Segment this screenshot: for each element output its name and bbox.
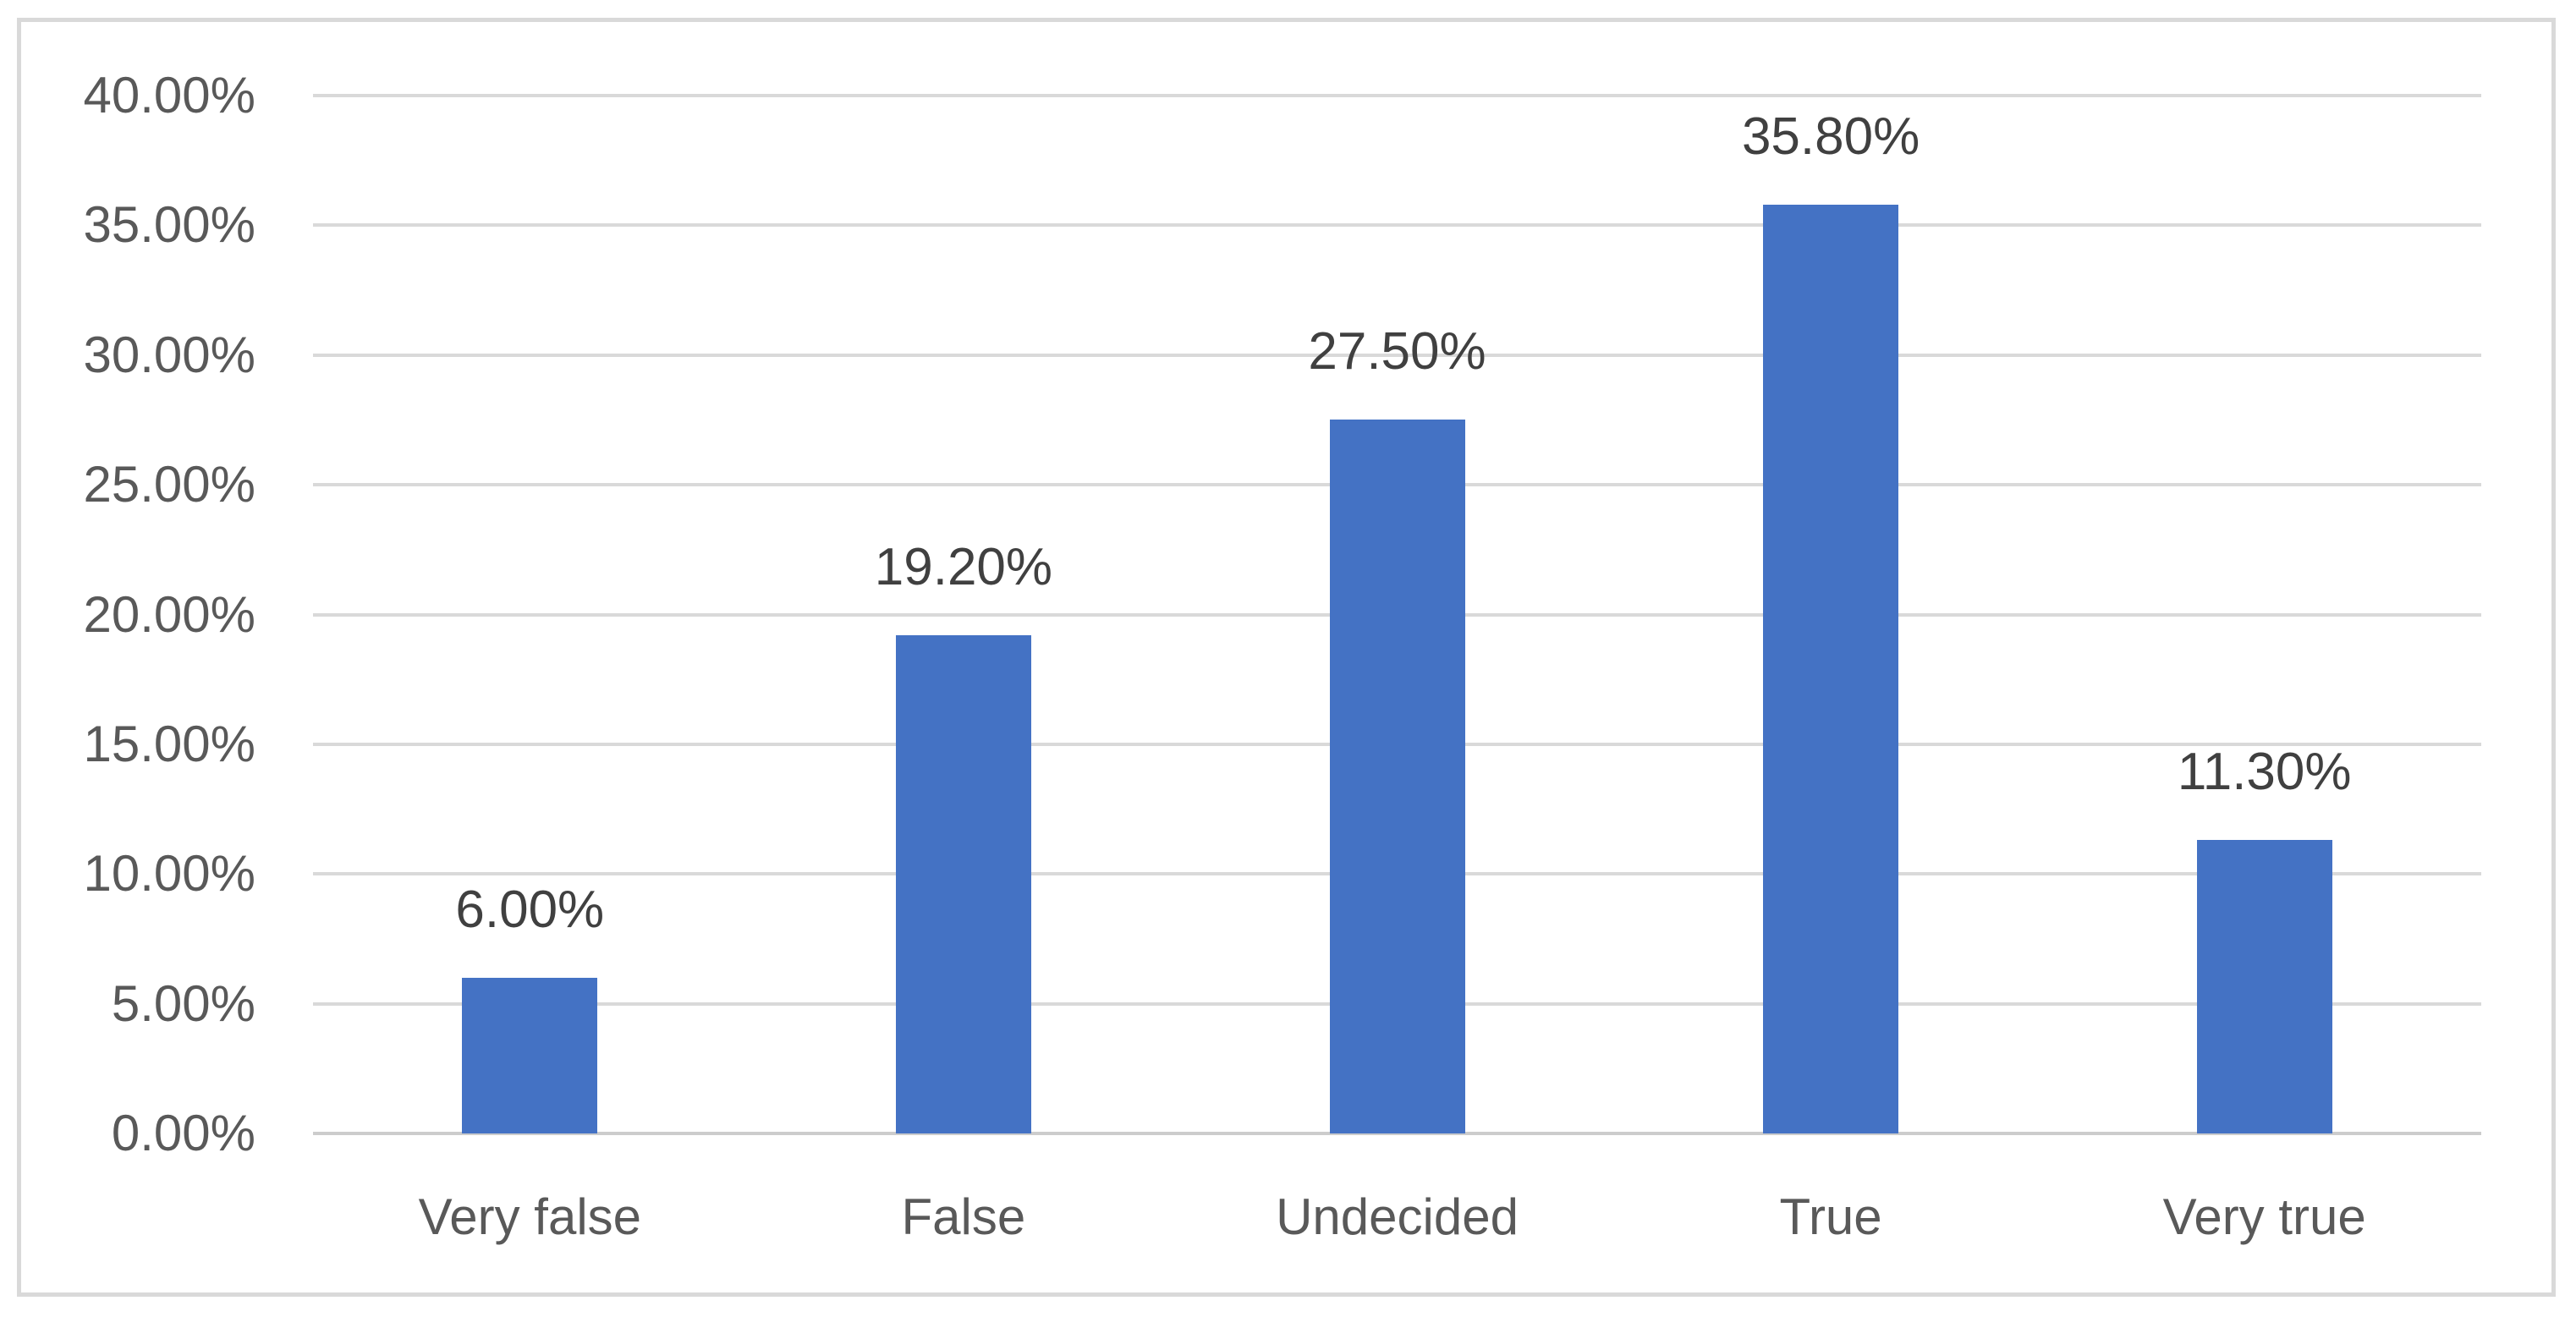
y-tick-label: 10.00% <box>83 845 256 903</box>
y-tick-label: 35.00% <box>83 196 256 254</box>
bar-data-label: 35.80% <box>1741 107 1920 166</box>
gridline <box>313 353 2481 357</box>
bar-very-false <box>462 977 598 1133</box>
y-tick-label: 40.00% <box>83 67 256 123</box>
gridline <box>313 223 2481 228</box>
y-tick-label: 0.00% <box>111 1105 255 1161</box>
y-tick-label: 25.00% <box>83 456 256 513</box>
bar-false <box>895 635 1031 1133</box>
y-tick-label: 20.00% <box>83 585 256 643</box>
bar-data-label: 6.00% <box>455 880 605 939</box>
gridline <box>313 94 2481 97</box>
chart-plot-border <box>17 18 2556 1297</box>
y-tick-label: 15.00% <box>83 715 256 772</box>
bar-very-true <box>2196 840 2332 1133</box>
x-category-label: Very false <box>418 1188 642 1245</box>
x-category-label: Very true <box>2162 1188 2366 1245</box>
bar-undecided <box>1329 420 1465 1133</box>
y-tick-label: 5.00% <box>111 974 255 1032</box>
x-axis-line <box>313 1132 2481 1135</box>
x-category-label: False <box>901 1188 1026 1245</box>
y-tick-label: 30.00% <box>83 326 256 383</box>
bar-data-label: 19.20% <box>874 538 1053 597</box>
bar-data-label: 27.50% <box>1308 322 1486 381</box>
x-category-label: True <box>1779 1188 1882 1245</box>
bar-true <box>1763 204 1899 1133</box>
bar-data-label: 11.30% <box>2177 743 2352 802</box>
x-category-label: Undecided <box>1276 1188 1519 1245</box>
